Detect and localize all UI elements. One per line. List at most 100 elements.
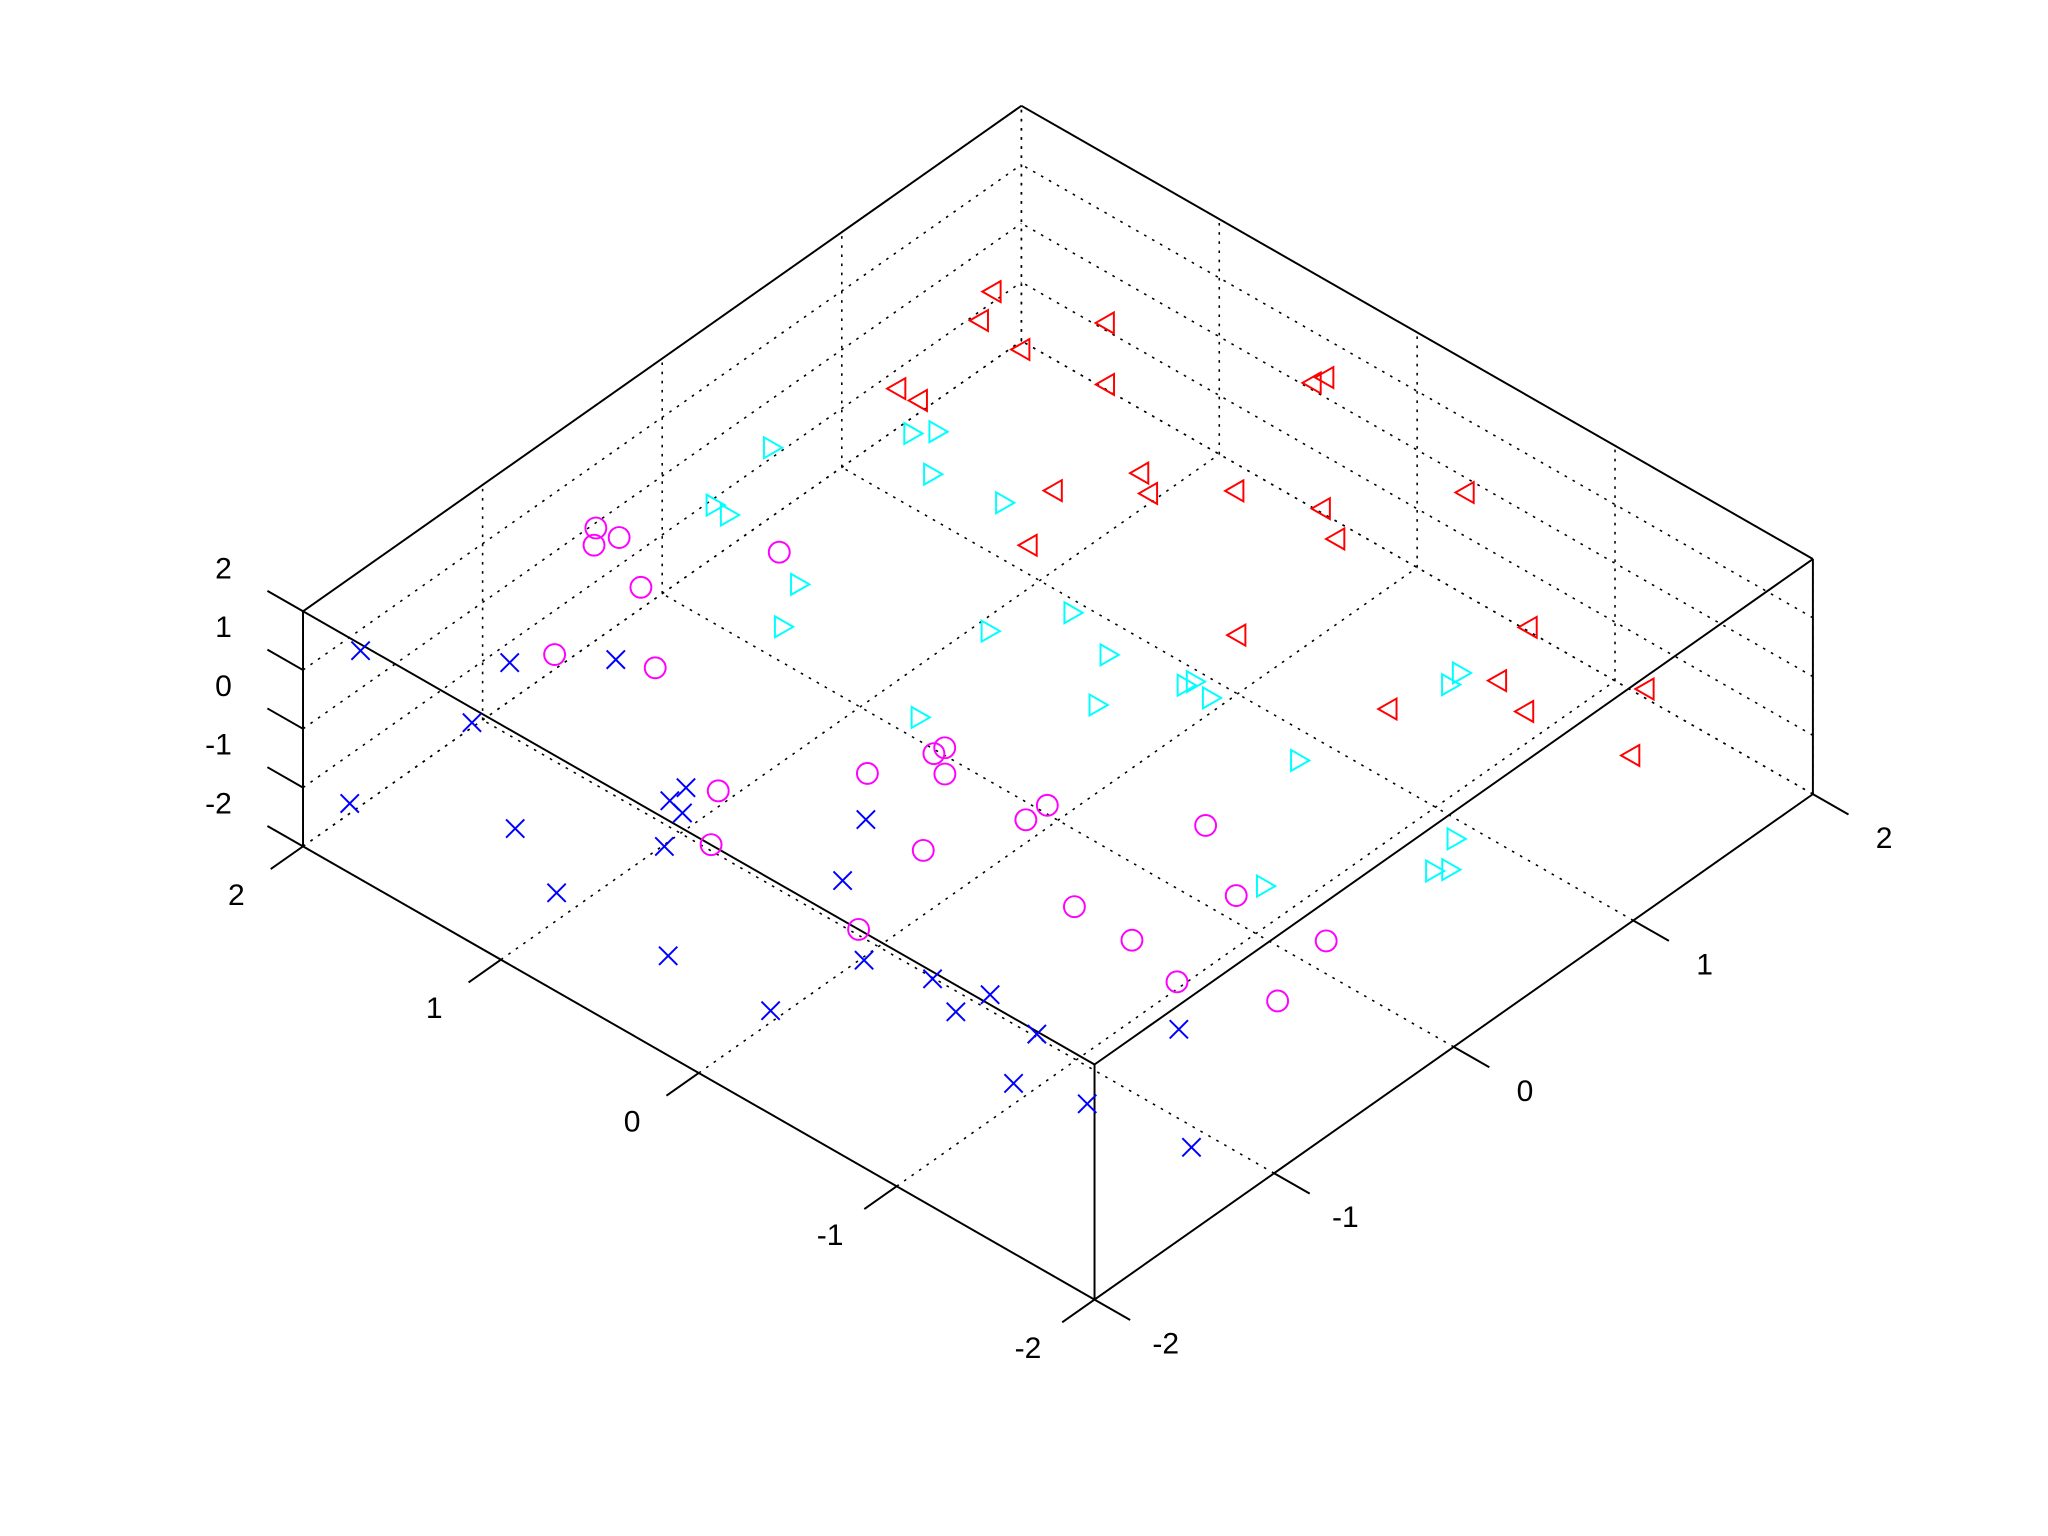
point (706, 779, 730, 803)
marker-shape (1185, 669, 1208, 694)
grid-line (1020, 163, 1814, 619)
marker-shape (1014, 808, 1038, 832)
point (1016, 533, 1038, 558)
point (339, 793, 360, 814)
x-tick (1273, 1172, 1311, 1195)
point (1290, 748, 1312, 773)
point (933, 736, 957, 760)
marker-shape (790, 572, 812, 597)
grid-line (698, 566, 1418, 1074)
point (1093, 372, 1116, 397)
point (462, 712, 482, 733)
y-tick (270, 845, 304, 870)
box-edge (302, 610, 1096, 1066)
x-tick (1812, 793, 1850, 816)
grid-line (302, 340, 1022, 848)
point (856, 809, 876, 830)
grid-line (1020, 222, 1814, 678)
grid-line (302, 281, 1022, 789)
point (1255, 873, 1278, 899)
marker-shape (1619, 743, 1641, 768)
marker-shape (1181, 1137, 1202, 1158)
marker-shape (911, 838, 935, 862)
y-tick-label: 0 (624, 1105, 641, 1138)
point (1446, 826, 1468, 852)
point (767, 540, 791, 564)
marker-shape (1516, 615, 1538, 640)
point (1035, 793, 1059, 817)
marker-shape (1446, 826, 1468, 852)
marker-shape (1026, 1024, 1047, 1044)
marker-shape (1063, 600, 1085, 625)
marker-shape (1314, 929, 1338, 953)
point (847, 917, 871, 941)
point (1041, 478, 1063, 503)
point (1441, 672, 1463, 697)
point (605, 649, 626, 670)
marker-shape (1485, 668, 1508, 693)
x-tick (1453, 1046, 1490, 1069)
marker-shape (980, 619, 1002, 644)
marker-shape (705, 492, 727, 518)
z-tick-label: -1 (205, 729, 232, 762)
point (629, 575, 653, 599)
point (980, 279, 1002, 304)
point (1223, 478, 1245, 503)
marker-shape (699, 833, 723, 857)
marker-shape (1441, 672, 1463, 697)
z-tick-label: 2 (215, 552, 232, 585)
point (1062, 895, 1086, 919)
point (1266, 989, 1290, 1013)
marker-shape (719, 502, 742, 528)
point (1093, 310, 1115, 336)
marker-shape (1165, 970, 1189, 994)
marker-shape (854, 950, 874, 970)
marker-shape (582, 533, 606, 557)
marker-shape (1009, 337, 1031, 362)
point (1516, 615, 1538, 640)
point (885, 376, 907, 401)
point (980, 984, 1000, 1005)
marker-shape (543, 643, 567, 666)
point (1099, 642, 1121, 667)
point (1185, 669, 1208, 694)
grid-line (482, 719, 1275, 1174)
point (906, 388, 928, 413)
point (1077, 1093, 1098, 1114)
y-tick (665, 1072, 700, 1097)
z-tick (266, 648, 304, 671)
marker-shape (1290, 748, 1312, 773)
x-tick (1632, 919, 1670, 942)
point (582, 533, 606, 557)
point (1324, 526, 1346, 552)
marker-shape (903, 421, 925, 446)
point (1225, 622, 1247, 648)
point (1313, 365, 1335, 390)
y-tick-label: -1 (817, 1219, 844, 1252)
x-tick-label: -1 (1332, 1201, 1359, 1234)
marker-shape (607, 526, 631, 549)
marker-shape (1201, 685, 1224, 711)
grid-line (661, 592, 1455, 1048)
grid-line (302, 163, 1022, 671)
marker-shape (643, 656, 667, 680)
point (1453, 480, 1475, 505)
z-tick (266, 707, 304, 730)
marker-shape (980, 279, 1002, 304)
point (1224, 884, 1248, 907)
marker-shape (1016, 533, 1038, 558)
marker-shape (676, 777, 696, 798)
marker-shape (773, 614, 796, 639)
marker-shape (350, 640, 371, 661)
marker-shape (1313, 365, 1335, 390)
marker-shape (546, 882, 567, 903)
box-edge (1020, 104, 1814, 560)
point (499, 652, 520, 673)
marker-shape (1255, 873, 1278, 899)
marker-shape (832, 870, 853, 891)
marker-shape (1425, 858, 1447, 884)
z-tick-label: 1 (215, 611, 232, 644)
point (910, 705, 932, 730)
